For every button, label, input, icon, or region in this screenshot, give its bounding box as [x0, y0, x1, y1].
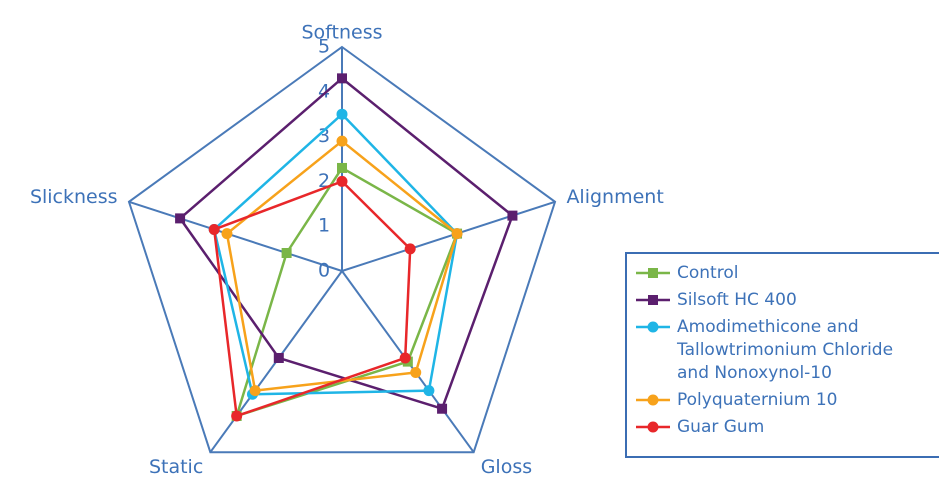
- marker: [175, 213, 186, 224]
- legend-label: Guar Gum: [677, 417, 765, 437]
- marker: [451, 228, 463, 240]
- marker: [273, 352, 284, 363]
- legend-label: Amodimethicone and Tallowtrimonium Chlor…: [677, 317, 894, 383]
- marker: [337, 73, 347, 84]
- marker: [437, 403, 448, 414]
- category-label: Slickness: [30, 186, 118, 208]
- legend: Control Silsoft HC 400 Amodimethicone and …: [625, 252, 939, 458]
- marker: [281, 248, 292, 259]
- r-tick-label: 1: [318, 215, 330, 237]
- marker: [410, 366, 422, 378]
- marker: [221, 228, 233, 240]
- marker: [336, 175, 348, 187]
- series-line: [212, 179, 412, 418]
- legend-item: Polyquaternium 10: [635, 389, 939, 412]
- marker: [507, 210, 518, 221]
- legend-marker: [648, 268, 658, 278]
- marker: [336, 135, 348, 147]
- legend-swatch: [636, 321, 670, 333]
- legend-swatch: [636, 268, 670, 278]
- category-label: Gloss: [481, 456, 532, 478]
- marker: [404, 243, 416, 255]
- legend-label: Polyquaternium 10: [677, 390, 838, 410]
- category-label: Softness: [301, 22, 382, 44]
- marker: [399, 352, 411, 364]
- series-line: [234, 166, 459, 418]
- series-line: [212, 112, 459, 396]
- category-label: Static: [149, 456, 203, 478]
- legend-marker: [647, 321, 659, 333]
- legend-item: Control: [635, 262, 939, 285]
- legend-item: Silsoft HC 400: [635, 289, 939, 312]
- marker: [249, 385, 261, 397]
- r-tick-label: 3: [318, 125, 330, 147]
- marker: [231, 410, 243, 422]
- legend-marker: [648, 295, 658, 305]
- spoke: [128, 200, 343, 272]
- grid-ring: [127, 45, 557, 454]
- r-tick-label: 5: [318, 36, 330, 58]
- marker: [337, 162, 347, 173]
- legend-item: Amodimethicone and Tallowtrimonium Chlor…: [635, 316, 939, 385]
- category-label: Alignment: [566, 186, 663, 208]
- legend-swatch: [636, 295, 670, 305]
- marker: [336, 108, 348, 120]
- legend-swatch: [636, 421, 670, 433]
- legend-item: Guar Gum: [635, 416, 939, 439]
- marker: [208, 223, 220, 235]
- spoke: [341, 200, 556, 272]
- series-line: [178, 76, 514, 411]
- legend-marker: [647, 394, 659, 406]
- legend-label: Silsoft HC 400: [677, 290, 797, 310]
- legend-swatch: [636, 394, 670, 406]
- legend-marker: [647, 421, 659, 433]
- legend-label: Control: [677, 263, 739, 283]
- r-tick-label: 0: [318, 260, 330, 282]
- marker: [423, 385, 435, 397]
